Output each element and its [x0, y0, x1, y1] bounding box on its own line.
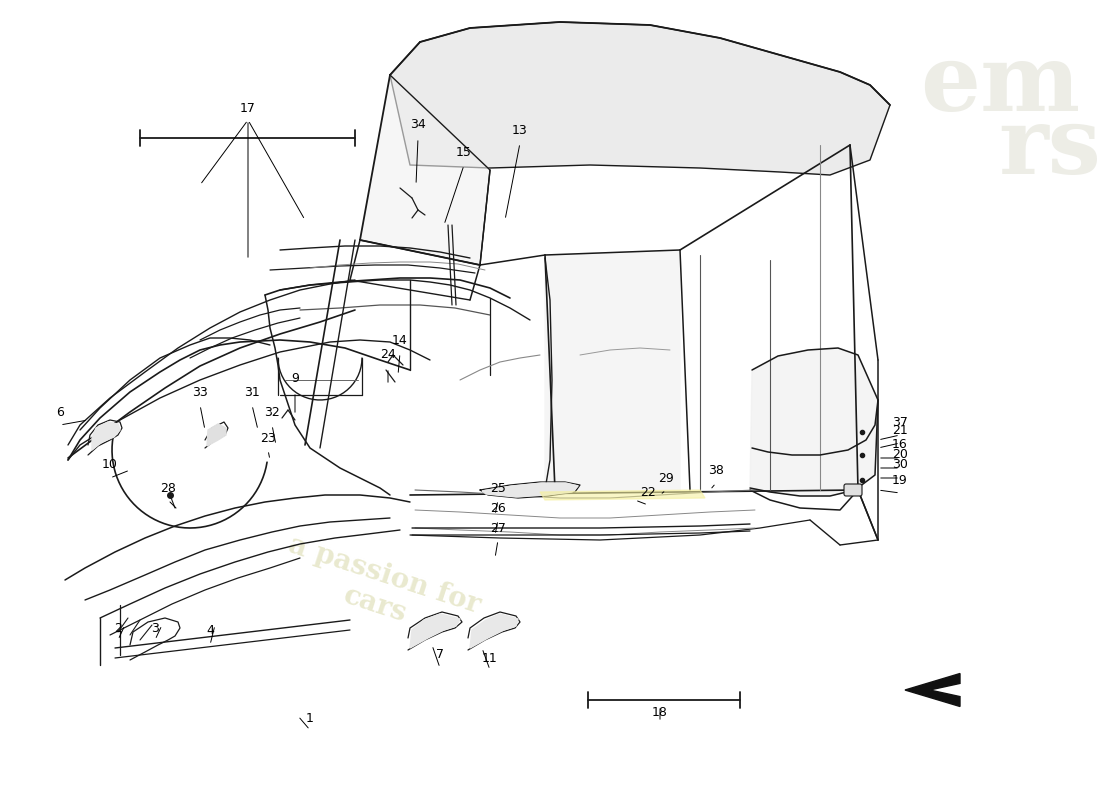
Polygon shape: [540, 490, 705, 500]
Text: 26: 26: [491, 502, 506, 514]
Text: 10: 10: [102, 458, 118, 471]
Text: 31: 31: [244, 386, 260, 398]
Text: 4: 4: [206, 623, 213, 637]
Text: 28: 28: [161, 482, 176, 494]
Text: 38: 38: [708, 463, 724, 477]
Text: 11: 11: [482, 651, 498, 665]
Text: 30: 30: [892, 458, 907, 471]
Text: 27: 27: [491, 522, 506, 534]
Text: 23: 23: [260, 431, 276, 445]
Text: 13: 13: [513, 123, 528, 137]
FancyBboxPatch shape: [844, 484, 862, 496]
Text: 20: 20: [892, 449, 907, 462]
Polygon shape: [390, 22, 890, 175]
Text: 25: 25: [491, 482, 506, 494]
Text: 34: 34: [410, 118, 426, 131]
Text: 29: 29: [658, 471, 674, 485]
Text: rs: rs: [999, 103, 1100, 193]
Text: 37: 37: [892, 415, 907, 429]
Polygon shape: [410, 614, 460, 648]
Text: 9: 9: [292, 371, 299, 385]
Polygon shape: [544, 250, 680, 495]
Polygon shape: [360, 75, 490, 265]
Text: 6: 6: [56, 406, 64, 418]
Text: 24: 24: [381, 349, 396, 362]
Polygon shape: [470, 614, 518, 648]
Text: 19: 19: [892, 474, 907, 486]
Text: 33: 33: [192, 386, 208, 398]
Text: 2: 2: [114, 622, 122, 634]
Text: 17: 17: [240, 102, 256, 114]
Text: 18: 18: [652, 706, 668, 718]
Text: 21: 21: [892, 423, 907, 437]
Polygon shape: [207, 424, 226, 446]
Polygon shape: [905, 674, 960, 706]
Text: 3: 3: [151, 622, 158, 634]
Text: 14: 14: [392, 334, 408, 346]
Text: 16: 16: [892, 438, 907, 451]
Text: 7: 7: [436, 649, 444, 662]
Polygon shape: [482, 483, 578, 497]
Text: em: em: [920, 40, 1080, 130]
Text: 1: 1: [306, 711, 313, 725]
Text: 32: 32: [264, 406, 279, 418]
Text: a passion for
cars: a passion for cars: [276, 531, 484, 649]
Polygon shape: [92, 422, 120, 450]
Text: 15: 15: [456, 146, 472, 158]
Polygon shape: [750, 348, 878, 496]
Text: 22: 22: [640, 486, 656, 498]
